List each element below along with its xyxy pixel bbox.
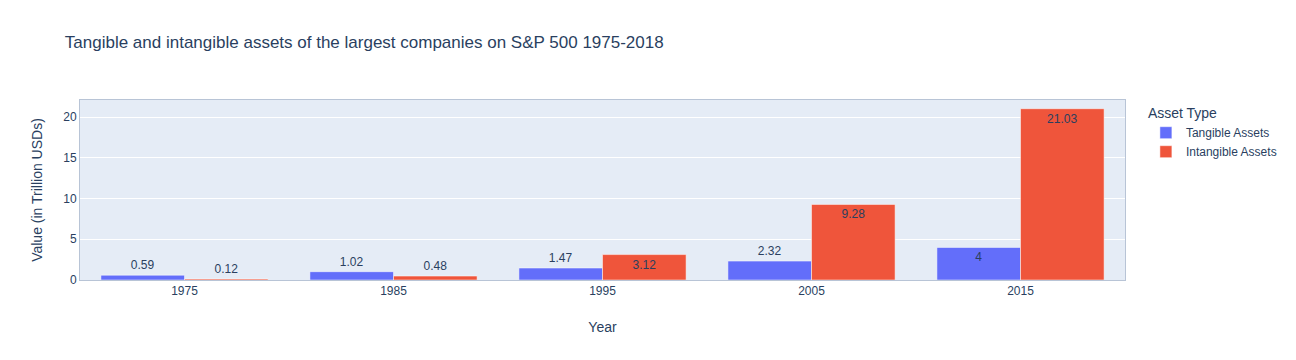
svg-text:2015: 2015 xyxy=(1007,284,1034,298)
svg-text:0: 0 xyxy=(70,273,77,287)
svg-text:0.48: 0.48 xyxy=(423,259,447,273)
svg-text:Tangible and intangible assets: Tangible and intangible assets of the la… xyxy=(65,33,664,52)
svg-text:15: 15 xyxy=(63,151,77,165)
svg-text:1.47: 1.47 xyxy=(549,251,573,265)
svg-text:2.32: 2.32 xyxy=(758,244,782,258)
svg-text:Tangible Assets: Tangible Assets xyxy=(1186,126,1269,140)
svg-text:1995: 1995 xyxy=(589,284,616,298)
svg-text:4: 4 xyxy=(975,250,982,264)
svg-text:1985: 1985 xyxy=(380,284,407,298)
svg-text:20: 20 xyxy=(63,110,77,124)
svg-text:21.03: 21.03 xyxy=(1047,112,1077,126)
svg-text:10: 10 xyxy=(63,192,77,206)
svg-text:0.12: 0.12 xyxy=(214,262,238,276)
svg-text:2005: 2005 xyxy=(798,284,825,298)
svg-text:0.59: 0.59 xyxy=(131,258,155,272)
svg-text:9.28: 9.28 xyxy=(841,207,865,221)
svg-text:Value (in Trillion USDs): Value (in Trillion USDs) xyxy=(29,118,45,262)
svg-text:Year: Year xyxy=(588,319,617,335)
svg-text:3.12: 3.12 xyxy=(632,258,656,272)
svg-text:1975: 1975 xyxy=(171,284,198,298)
svg-text:5: 5 xyxy=(70,232,77,246)
svg-text:1.02: 1.02 xyxy=(340,255,364,269)
svg-text:Intangible Assets: Intangible Assets xyxy=(1186,145,1277,159)
svg-text:Asset Type: Asset Type xyxy=(1148,105,1217,121)
